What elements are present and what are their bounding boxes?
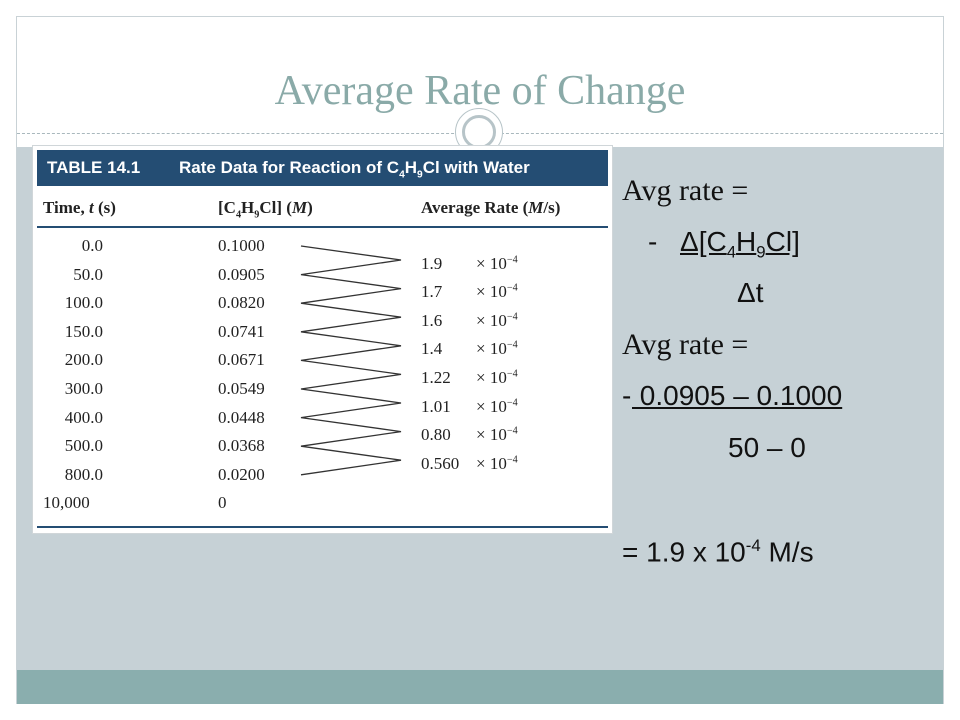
rate-multiplier: × 10−4: [476, 282, 518, 302]
bottom-rule: [37, 526, 608, 528]
rate-multiplier: × 10−4: [476, 368, 518, 388]
minus-sign-1: -: [648, 226, 658, 257]
table-caption: Rate Data for Reaction of C4H9Cl with Wa…: [179, 158, 530, 181]
zigzag-connector: [300, 245, 402, 476]
header-average-rate: Average Rate (M/s): [421, 198, 561, 217]
decorative-ring-inner-icon: [462, 115, 496, 149]
time-cell: 10,000: [43, 493, 90, 513]
rate-cell: 1.6 × 10−4: [421, 307, 518, 331]
concentration-cell: 0.0448: [218, 407, 265, 427]
rate-exponent: −4: [506, 339, 518, 351]
rate-value: 1.22: [421, 368, 451, 388]
rate-multiplier: × 10−4: [476, 339, 518, 359]
table-header-bar: TABLE 14.1 Rate Data for Reaction of C4H…: [37, 150, 608, 186]
concentration-cell: 0.0368: [218, 436, 265, 456]
rate-value: 1.9: [421, 253, 443, 273]
rate-cell: 0.560 × 10−4: [421, 450, 518, 474]
rate-exponent: −4: [506, 282, 518, 294]
rate-exponent: −4: [506, 368, 518, 380]
time-cell: 0.0: [81, 236, 103, 255]
minus-sign-2: -: [622, 380, 632, 411]
rate-cell: 0.80 × 10−4: [421, 422, 518, 446]
concentration-cell: 0: [218, 493, 227, 513]
rate-exponent: −4: [506, 254, 518, 265]
delta-concentration: Δ[C4H9Cl]: [680, 226, 800, 262]
rate-exponent: −4: [506, 425, 518, 437]
rate-exponent: −4: [506, 311, 518, 323]
rate-multiplier: × 10−4: [476, 253, 518, 273]
concentration-cell: 0.0671: [218, 350, 265, 370]
rate-value: 1.7: [421, 282, 443, 302]
slide-title: Average Rate of Change: [274, 68, 686, 114]
time-cell: 200.0: [64, 350, 103, 370]
rate-multiplier: × 10−4: [476, 396, 518, 416]
rate-cell: 1.4 × 10−4: [421, 336, 518, 360]
avg-rate-label-2: Avg rate =: [622, 328, 749, 361]
concentration-cell: 0.1000: [218, 236, 265, 255]
rate-cell: 1.01 × 10−4: [421, 393, 518, 417]
rate-data-table: TABLE 14.1 Rate Data for Reaction of C4H…: [32, 145, 613, 534]
time-cell: 50.0: [73, 264, 103, 284]
time-cell: 800.0: [64, 464, 103, 484]
rate-value: 1.4: [421, 339, 443, 359]
table-number: TABLE 14.1: [47, 158, 141, 177]
concentration-cell: 0.0905: [218, 264, 265, 284]
numerator-expression: 0.0905 – 0.1000: [632, 380, 843, 411]
rate-value: 0.80: [421, 425, 451, 445]
rate-cell: 1.9 × 10−4: [421, 250, 518, 274]
header-concentration: [C4H9Cl] (M): [218, 198, 313, 221]
delta-time: Δt: [737, 277, 764, 308]
rate-multiplier: × 10−4: [476, 310, 518, 330]
avg-rate-label-1: Avg rate =: [622, 174, 749, 207]
rate-value: 0.560: [421, 453, 460, 473]
header-rule: [37, 226, 608, 228]
denominator-expression: 50 – 0: [728, 432, 806, 463]
time-cell: 300.0: [64, 379, 103, 398]
time-cell: 500.0: [64, 436, 103, 456]
rate-exponent: −4: [506, 397, 518, 408]
rate-value: 1.01: [421, 396, 451, 416]
rate-multiplier: × 10−4: [476, 453, 518, 473]
time-cell: 150.0: [64, 321, 103, 341]
header-time: Time, t (s): [43, 198, 116, 217]
concentration-cell: 0.0741: [218, 321, 265, 341]
rate-exponent: −4: [506, 454, 518, 466]
concentration-cell: 0.0820: [218, 293, 265, 313]
concentration-cell: 0.0200: [218, 464, 265, 484]
concentration-cell: 0.0549: [218, 379, 265, 398]
time-cell: 400.0: [64, 407, 103, 427]
rate-cell: 1.22 × 10−4: [421, 364, 518, 388]
time-cell: 100.0: [64, 293, 103, 313]
result-expression: = 1.9 x 10-4 M/s: [622, 536, 814, 568]
rate-value: 1.6: [421, 310, 443, 330]
rate-cell: 1.7 × 10−4: [421, 279, 518, 303]
footer-band: [17, 670, 943, 704]
rate-multiplier: × 10−4: [476, 425, 518, 445]
